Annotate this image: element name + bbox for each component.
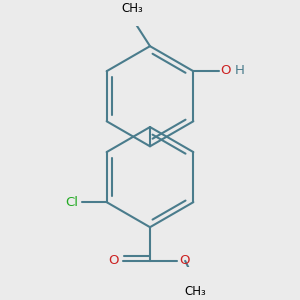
Text: Cl: Cl xyxy=(66,196,79,209)
Text: O: O xyxy=(220,64,231,77)
Text: CH₃: CH₃ xyxy=(122,2,143,15)
Text: H: H xyxy=(234,64,244,77)
Text: O: O xyxy=(179,254,189,267)
Text: O: O xyxy=(109,254,119,267)
Text: CH₃: CH₃ xyxy=(184,285,206,298)
